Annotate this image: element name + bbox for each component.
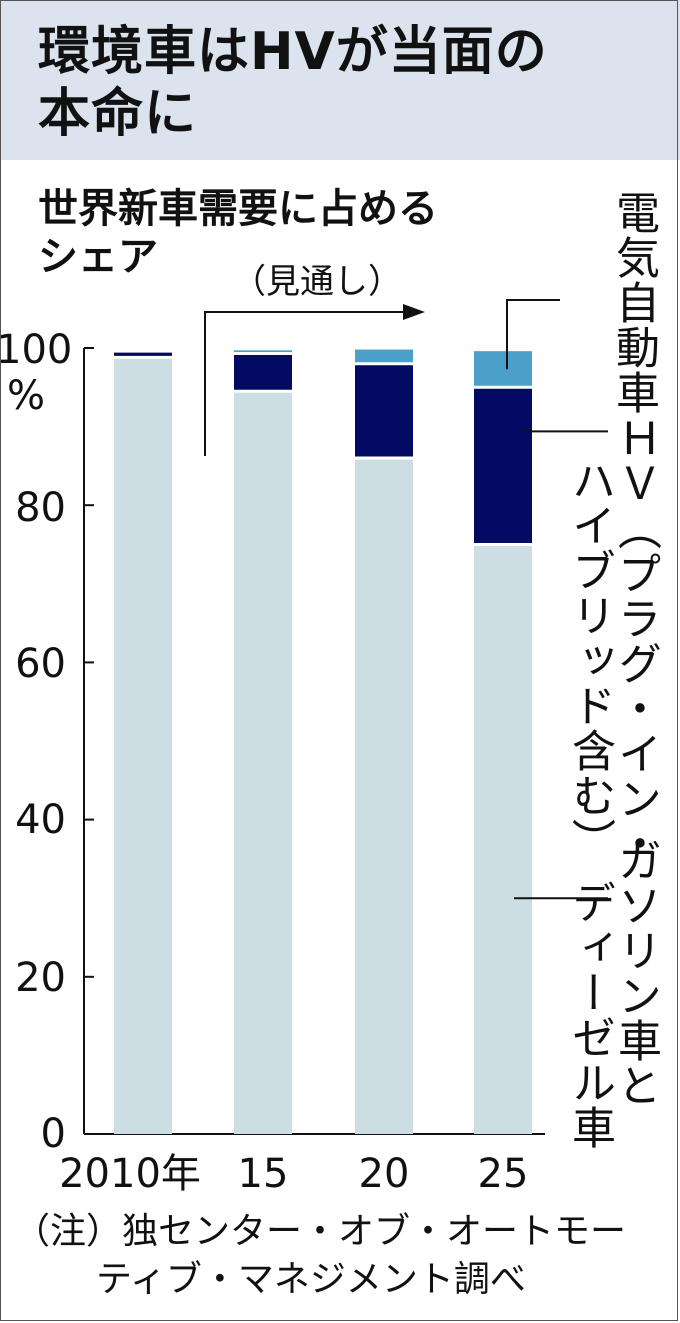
chart-title-line-1: 環境車はHVが当面の [38,22,548,82]
chart-subtitle-line-1: 世界新車需要に占める [38,186,438,232]
title-banner [0,0,680,160]
bar-segment-gas-0 [114,357,172,1134]
chart-title-line-2: 本命に [38,84,198,144]
legend-label-hv-line-2: ハイブリッド含む） [564,458,615,863]
forecast-arrow-head [403,304,425,320]
chart-subtitle-line-2: シェア [38,234,158,280]
bar-segment-gas-2 [355,458,413,1134]
forecast-label: （見通し） [232,262,402,302]
y-unit-label: % [6,373,45,419]
bar-segment-hv-0 [114,351,172,358]
legend-label-gas-line-1: ガソリン車と [610,838,661,1108]
x-tick-label-25: 25 [477,1151,529,1197]
y-tick-label-100: 100 [0,327,73,373]
bar-segment-gas-3 [474,544,532,1134]
x-tick-label-2010: 2010年 [59,1151,201,1197]
chart-bars [114,349,532,1135]
bar-segment-ev-1 [234,350,292,354]
bar-segment-ev-2 [355,349,413,364]
chart-annotations [204,299,608,900]
source-note-line-2: ティブ・マネジメント調べ [96,1259,526,1300]
bar-segment-hv-2 [355,363,413,459]
bar-segment-gas-1 [234,391,292,1135]
legend-label-gas-line-2: ディーゼル車 [564,880,615,1150]
source-note-line-1: （注）独センター・オブ・オートモー [14,1211,627,1252]
y-tick-label-40: 40 [15,797,66,843]
x-tick-label-20: 20 [358,1151,410,1197]
bar-segment-ev-3 [474,351,532,388]
y-tick-label-0: 0 [40,1111,66,1157]
bar-segment-hv-1 [234,353,292,392]
legend-label-hv-line-1: ＨＶ（プラグ・イン・ [610,416,661,866]
bar-segment-hv-3 [474,387,532,545]
y-tick-label-60: 60 [15,641,66,687]
forecast-arrow-line [204,311,405,456]
leader-line-ev [506,299,560,370]
legend-label-ev-line-1: 電気自動車 [608,190,659,415]
y-tick-label-20: 20 [15,955,66,1001]
x-tick-label-15: 15 [237,1151,289,1197]
y-tick-label-80: 80 [15,485,66,531]
